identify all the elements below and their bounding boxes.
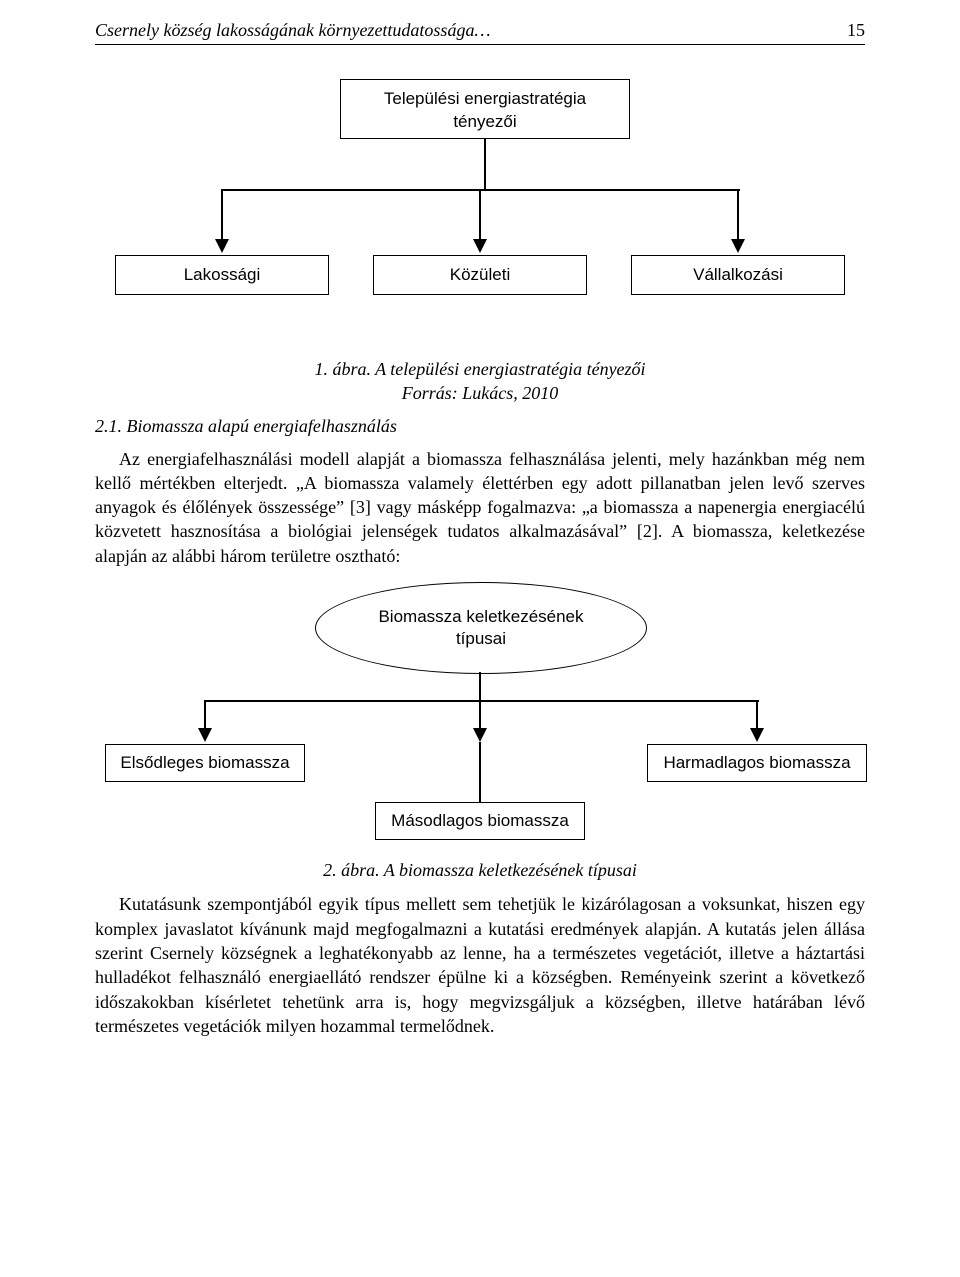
body-paragraph-1: Az energiafelhasználási modell alapját a…: [95, 447, 865, 568]
header-title: Csernely község lakosságának környezettu…: [95, 20, 490, 40]
diagram-biomass-types: Biomassza keletkezésének típusai Elsődle…: [95, 582, 865, 852]
connector-drop-2-1: [204, 700, 206, 730]
page-number: 15: [847, 20, 865, 41]
node-root-line1: Települési energiastratégia: [341, 88, 629, 111]
connector-drop-2-2a: [479, 700, 481, 730]
arrow-down-icon: [215, 239, 229, 253]
node-leaf-1: Elsődleges biomassza: [105, 744, 305, 782]
node-ellipse-line2: típusai: [456, 628, 506, 650]
connector-stem: [484, 139, 486, 189]
node-leaf-3-label: Harmadlagos biomassza: [663, 753, 850, 772]
arrow-down-icon: [198, 728, 212, 742]
node-root: Települési energiastratégia tényezői: [340, 79, 630, 139]
node-child-1: Lakossági: [115, 255, 329, 295]
figure-1-caption-line2: Forrás: Lukács, 2010: [95, 381, 865, 405]
node-child-2-label: Közületi: [450, 265, 510, 284]
node-child-2: Közületi: [373, 255, 587, 295]
node-ellipse-root: Biomassza keletkezésének típusai: [315, 582, 647, 674]
figure-1-caption-line1: 1. ábra. A települési energiastratégia t…: [95, 357, 865, 381]
node-child-1-label: Lakossági: [184, 265, 261, 284]
node-leaf-2-label: Másodlagos biomassza: [391, 811, 569, 830]
node-leaf-1-label: Elsődleges biomassza: [120, 753, 289, 772]
arrow-down-icon: [473, 728, 487, 742]
node-child-3: Vállalkozási: [631, 255, 845, 295]
connector-drop-1: [221, 189, 223, 241]
node-leaf-2: Másodlagos biomassza: [375, 802, 585, 840]
node-ellipse-line1: Biomassza keletkezésének: [378, 606, 583, 628]
diagram-energy-strategy: Települési energiastratégia tényezői Lak…: [95, 79, 865, 339]
connector-drop-2: [479, 189, 481, 241]
subheading-2-1: 2.1. Biomassza alapú energiafelhasználás: [95, 416, 865, 437]
figure-2-caption: 2. ábra. A biomassza keletkezésének típu…: [95, 858, 865, 882]
body-paragraph-2: Kutatásunk szempontjából egyik típus mel…: [95, 892, 865, 1038]
figure-1-caption: 1. ábra. A települési energiastratégia t…: [95, 357, 865, 406]
arrow-down-icon: [731, 239, 745, 253]
arrow-down-icon: [750, 728, 764, 742]
node-child-3-label: Vállalkozási: [693, 265, 783, 284]
connector-hbar-2: [205, 700, 759, 702]
page-root: Csernely község lakosságának környezettu…: [0, 0, 960, 1277]
arrow-down-icon: [473, 239, 487, 253]
connector-drop-2-2b: [479, 742, 481, 802]
connector-stem-2: [479, 672, 481, 700]
node-root-line2: tényezői: [341, 111, 629, 134]
running-header: Csernely község lakosságának környezettu…: [95, 20, 865, 45]
connector-drop-2-3: [756, 700, 758, 730]
connector-hbar: [222, 189, 740, 191]
node-leaf-3: Harmadlagos biomassza: [647, 744, 867, 782]
connector-drop-3: [737, 189, 739, 241]
